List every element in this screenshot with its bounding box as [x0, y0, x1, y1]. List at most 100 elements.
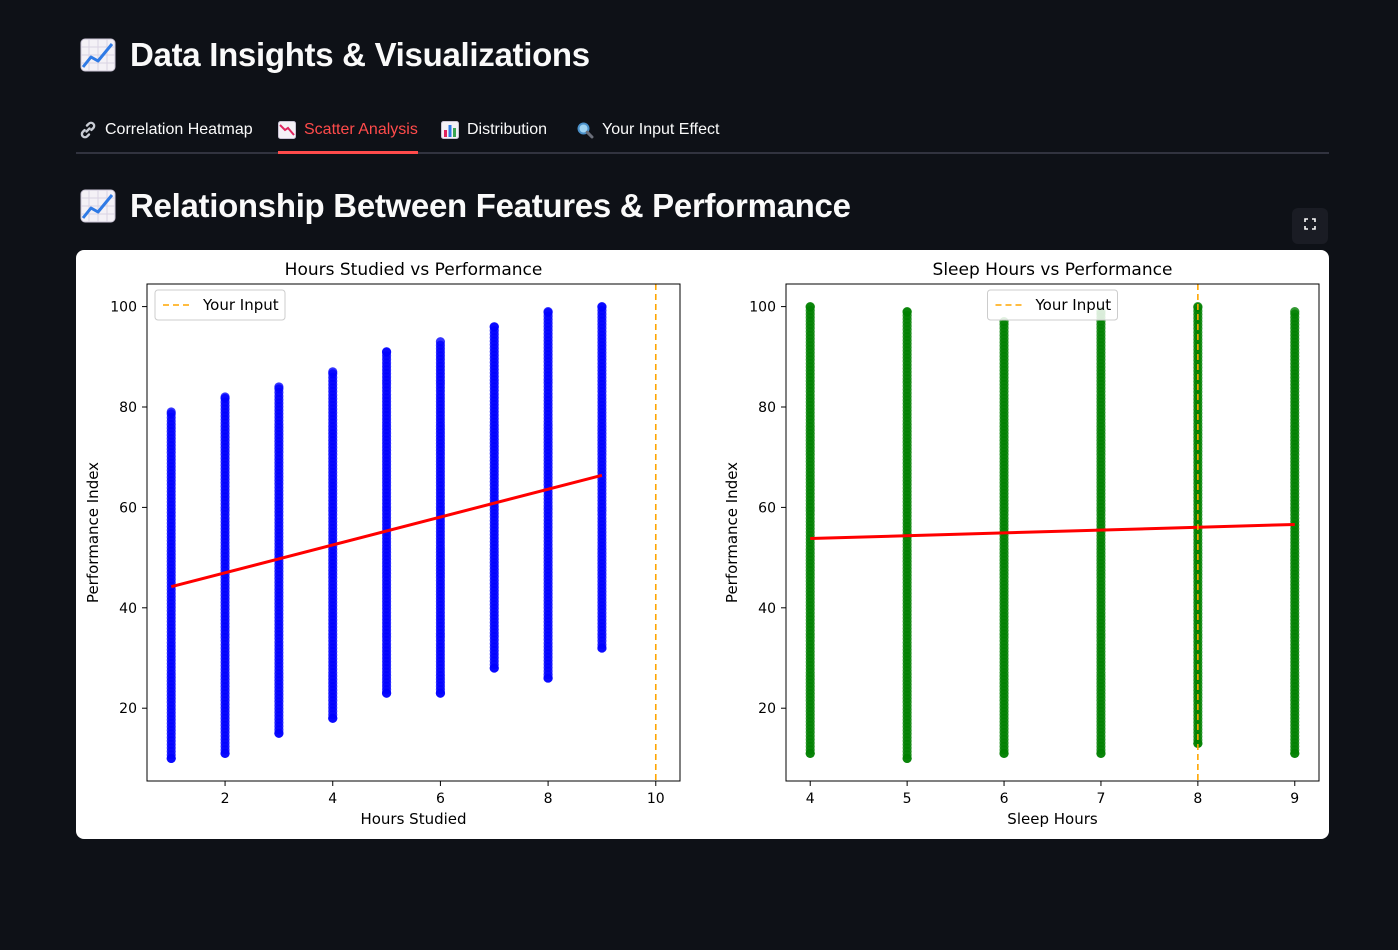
- scatter-column: [220, 392, 230, 758]
- x-tick-label: 4: [328, 791, 337, 807]
- data-point: [328, 367, 338, 377]
- data-point: [328, 713, 338, 723]
- chart-increasing-icon: [80, 189, 116, 223]
- y-tick-label: 40: [119, 601, 137, 617]
- x-tick-label: 7: [1096, 791, 1105, 807]
- data-point: [381, 347, 392, 357]
- y-axis-label: Performance Index: [723, 462, 741, 603]
- scatter-column: [902, 307, 912, 764]
- section-title: Relationship Between Features & Performa…: [80, 187, 851, 225]
- scatter-figure: 2 4 6 8 10 20 40 60 80 100 Hours Studied vs Perfor…: [76, 250, 1329, 839]
- data-point: [435, 337, 446, 347]
- x-tick-label: 4: [806, 791, 815, 807]
- data-point: [597, 643, 607, 653]
- data-point: [805, 301, 815, 312]
- y-tick-label: 20: [758, 701, 776, 717]
- y-axis-label: Performance Index: [84, 462, 102, 603]
- legend-box: [987, 289, 1118, 321]
- data-point: [805, 748, 815, 758]
- magnifier-icon: [576, 121, 594, 139]
- scatter-column: [1290, 307, 1300, 758]
- regression-line: [810, 522, 1295, 541]
- regression-line: [170, 473, 603, 589]
- data-point: [220, 748, 230, 758]
- page-title: Data Insights & Visualizations: [80, 36, 590, 74]
- y-tick-label: 80: [119, 400, 137, 416]
- scatter-column: [805, 301, 815, 758]
- data-point: [381, 688, 392, 698]
- fullscreen-button[interactable]: [1292, 208, 1328, 244]
- scatter-column: [381, 347, 392, 698]
- y-tick-label: 100: [110, 300, 137, 316]
- axes-frame: [785, 283, 1320, 782]
- tab-your-input-effect[interactable]: Your Input Effect: [576, 108, 719, 152]
- data-point: [543, 307, 553, 317]
- data-point: [1193, 738, 1203, 748]
- tab-distribution[interactable]: Distribution: [441, 108, 547, 152]
- tab-scatter-analysis[interactable]: Scatter Analysis: [278, 108, 418, 154]
- chart-decreasing-icon: [278, 121, 296, 139]
- y-tick-label: 100: [749, 300, 776, 316]
- axes-frame: [146, 283, 681, 782]
- data-point: [166, 753, 176, 764]
- tab-label: Your Input Effect: [602, 121, 720, 138]
- scatter-points: [805, 301, 1300, 764]
- scatter-column: [1096, 307, 1106, 758]
- data-point: [274, 382, 284, 392]
- tab-label: Scatter Analysis: [304, 121, 418, 138]
- data-point: [902, 307, 912, 317]
- tab-bar: Correlation Heatmap Scatter Analysis D: [76, 108, 1329, 154]
- x-tick-label: 8: [544, 791, 553, 807]
- data-point: [1290, 307, 1300, 317]
- legend: Your Input: [154, 289, 286, 321]
- x-axis-label: Sleep Hours: [1007, 810, 1098, 828]
- chart-title: Hours Studied vs Performance: [285, 260, 543, 280]
- data-point: [489, 663, 499, 673]
- link-icon: [79, 121, 97, 139]
- scatter-points: [166, 301, 607, 764]
- data-point: [543, 673, 553, 683]
- chart-increasing-icon: [80, 38, 116, 72]
- data-point: [902, 753, 912, 764]
- legend-box: [154, 289, 286, 321]
- scatter-column: [489, 322, 499, 673]
- bar-chart-icon: [441, 121, 459, 139]
- scatter-column: [543, 307, 553, 683]
- data-point: [274, 728, 284, 738]
- data-point: [220, 392, 230, 402]
- chart-title: Sleep Hours vs Performance: [933, 260, 1173, 280]
- data-point: [597, 301, 607, 312]
- x-axis-label: Hours Studied: [360, 810, 466, 828]
- legend-label: Your Input: [1035, 296, 1112, 314]
- x-tick-label: 10: [647, 791, 665, 807]
- chart-2: 4 5 6 7 8 9 20 40 60 80 100 Sleep Hours vs Performa…: [723, 260, 1320, 828]
- scatter-column: [166, 407, 176, 764]
- scatter-column: [999, 317, 1009, 758]
- expand-icon: [1304, 217, 1316, 235]
- tab-label: Correlation Heatmap: [105, 121, 253, 138]
- y-tick-label: 60: [758, 500, 776, 516]
- scatter-column: [597, 301, 607, 653]
- scatter-column: [435, 337, 446, 698]
- data-point: [489, 322, 499, 332]
- page-title-text: Data Insights & Visualizations: [130, 36, 590, 73]
- data-point: [1096, 748, 1106, 758]
- x-tick-label: 2: [221, 791, 230, 807]
- scatter-column: [274, 382, 284, 738]
- scatter-column: [328, 367, 338, 723]
- tab-correlation-heatmap[interactable]: Correlation Heatmap: [79, 108, 253, 152]
- x-tick-label: 9: [1290, 791, 1299, 807]
- y-tick-label: 20: [119, 701, 137, 717]
- x-tick-label: 6: [1000, 791, 1009, 807]
- x-tick-label: 6: [436, 791, 445, 807]
- figure-canvas: 2 4 6 8 10 20 40 60 80 100 Hours Studied vs Perfor…: [84, 260, 1320, 828]
- y-tick-label: 40: [758, 601, 776, 617]
- x-tick-label: 8: [1193, 791, 1202, 807]
- data-point: [166, 407, 176, 417]
- y-tick-label: 80: [758, 400, 776, 416]
- legend: Your Input: [987, 289, 1118, 321]
- data-point: [1290, 748, 1300, 758]
- section-title-text: Relationship Between Features & Performa…: [130, 187, 851, 224]
- chart-1: 2 4 6 8 10 20 40 60 80 100 Hours Studied vs Perfor…: [84, 260, 681, 828]
